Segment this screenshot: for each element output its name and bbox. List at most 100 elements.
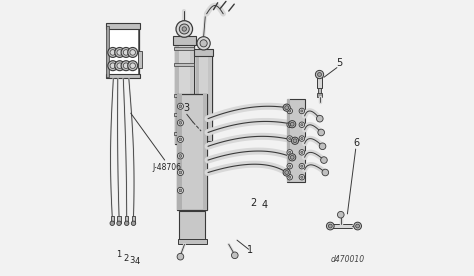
Circle shape — [115, 47, 125, 57]
Text: 1: 1 — [117, 250, 122, 259]
Circle shape — [179, 189, 182, 192]
Bar — [174, 47, 194, 50]
Bar — [174, 63, 194, 66]
Bar — [178, 239, 207, 244]
Bar — [177, 94, 182, 210]
Circle shape — [283, 169, 290, 176]
Circle shape — [179, 105, 182, 108]
Circle shape — [287, 108, 292, 114]
Circle shape — [319, 143, 326, 150]
Circle shape — [290, 122, 294, 126]
Circle shape — [128, 47, 137, 57]
Text: 5: 5 — [336, 58, 342, 68]
Circle shape — [301, 137, 303, 140]
Bar — [109, 27, 138, 76]
Circle shape — [299, 122, 305, 128]
Circle shape — [328, 224, 332, 228]
Circle shape — [117, 50, 122, 55]
Circle shape — [289, 110, 291, 112]
Circle shape — [287, 174, 292, 180]
Circle shape — [318, 73, 321, 76]
Circle shape — [177, 136, 183, 142]
Circle shape — [110, 50, 116, 55]
Bar — [194, 49, 213, 56]
Circle shape — [289, 176, 291, 178]
Circle shape — [231, 252, 238, 259]
Circle shape — [177, 253, 184, 260]
Circle shape — [177, 187, 183, 193]
Bar — [118, 216, 121, 223]
Circle shape — [337, 211, 344, 218]
Circle shape — [179, 24, 189, 34]
Circle shape — [354, 222, 362, 230]
Bar — [196, 55, 211, 141]
Circle shape — [289, 154, 296, 161]
Bar — [179, 211, 205, 240]
Circle shape — [200, 40, 207, 47]
Bar — [196, 55, 199, 141]
Circle shape — [287, 122, 292, 128]
Circle shape — [182, 27, 186, 31]
Bar — [110, 216, 114, 223]
Circle shape — [283, 104, 290, 111]
Circle shape — [176, 21, 192, 37]
Circle shape — [197, 37, 210, 50]
Bar — [174, 113, 194, 116]
Bar — [329, 224, 352, 228]
Bar — [175, 44, 194, 144]
Circle shape — [130, 50, 136, 55]
Circle shape — [289, 151, 291, 153]
Circle shape — [117, 221, 121, 225]
Circle shape — [121, 61, 131, 71]
Circle shape — [292, 137, 299, 144]
Circle shape — [121, 47, 131, 57]
Circle shape — [131, 221, 136, 225]
Bar — [125, 216, 128, 223]
Circle shape — [301, 124, 303, 126]
Text: 4: 4 — [135, 257, 140, 266]
Text: 4: 4 — [262, 200, 268, 210]
Circle shape — [301, 176, 303, 178]
Circle shape — [123, 63, 129, 68]
Text: 6: 6 — [354, 138, 360, 148]
Circle shape — [108, 61, 118, 71]
Circle shape — [301, 151, 303, 153]
Circle shape — [317, 115, 323, 122]
Text: 2: 2 — [250, 198, 256, 208]
Bar — [174, 94, 194, 97]
Text: 1: 1 — [247, 245, 253, 254]
Circle shape — [285, 171, 289, 174]
Bar — [202, 94, 208, 210]
Circle shape — [301, 110, 303, 112]
Circle shape — [179, 171, 182, 174]
Circle shape — [327, 222, 334, 230]
Circle shape — [315, 70, 324, 79]
Circle shape — [177, 169, 183, 176]
Circle shape — [322, 169, 328, 176]
Text: d470010: d470010 — [330, 255, 365, 264]
Bar — [174, 132, 194, 135]
Bar — [317, 76, 322, 88]
Text: 3: 3 — [184, 103, 190, 113]
Bar — [318, 88, 321, 94]
Bar — [317, 93, 322, 97]
Bar — [175, 44, 179, 144]
Circle shape — [130, 63, 136, 68]
Circle shape — [299, 174, 305, 180]
Circle shape — [299, 108, 305, 114]
Circle shape — [287, 136, 292, 141]
Circle shape — [110, 221, 114, 225]
Circle shape — [318, 129, 325, 136]
Bar — [106, 23, 140, 29]
Bar — [177, 94, 208, 210]
Circle shape — [293, 139, 297, 143]
Circle shape — [299, 150, 305, 155]
Bar — [287, 99, 305, 182]
Text: 3: 3 — [129, 256, 134, 265]
Text: 2: 2 — [123, 254, 128, 263]
Circle shape — [123, 50, 129, 55]
Circle shape — [108, 47, 118, 57]
Bar — [106, 74, 140, 78]
Bar — [173, 36, 196, 45]
Circle shape — [301, 165, 303, 167]
